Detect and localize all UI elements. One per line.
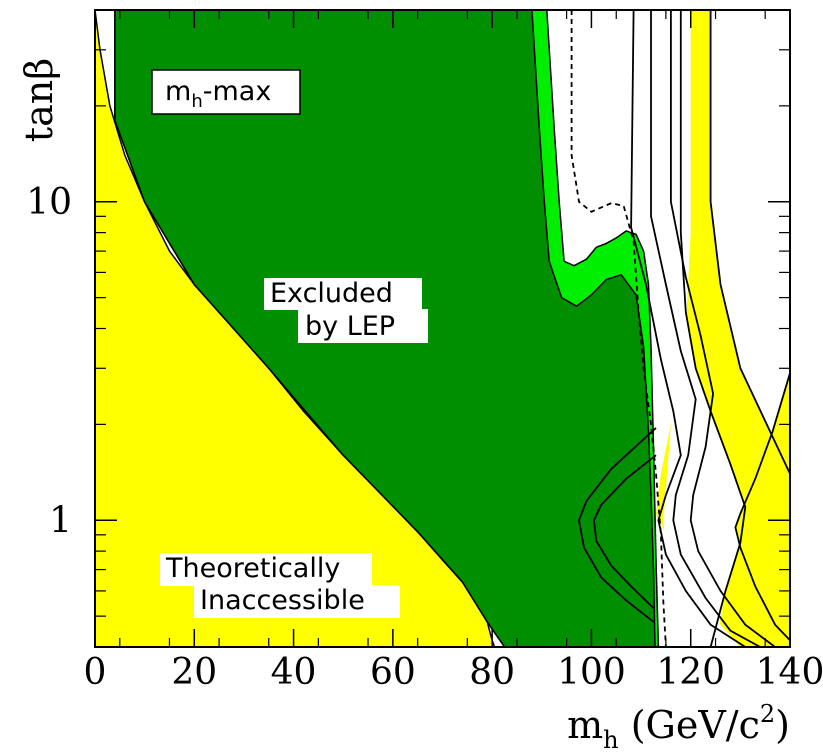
x-tick-label: 80: [469, 652, 515, 693]
contour-line-7: [592, 454, 657, 609]
x-tick-label: 40: [271, 652, 317, 693]
scenario-label-box: [151, 69, 301, 115]
plot-area: [95, 10, 790, 647]
excluded-label-line2: by LEP: [305, 311, 395, 342]
theory-label-box-1: [160, 553, 372, 586]
expected-limit-dashed-line: [570, 10, 667, 647]
theory-label-line2: Inaccessible: [200, 585, 365, 616]
contour-line-2: [709, 10, 790, 475]
x-axis-title: mh (GeV/c2): [567, 700, 790, 753]
y-axis-title: tanβ: [17, 58, 61, 142]
scenario-label: mh-max: [165, 76, 271, 112]
theoretically-inaccessible-region-right: [735, 373, 790, 647]
x-axis-title-sup: 2: [760, 700, 775, 728]
scenario-label-main: m: [165, 76, 191, 107]
scenario-label-sub: h: [191, 91, 202, 112]
y-tick-label: 1: [49, 500, 72, 541]
theory-label-line1: Theoretically: [165, 553, 340, 584]
axis-ticks: 0 20 40 60 80 100 120 140 1 10: [26, 9, 823, 693]
y-tick-label: 10: [26, 182, 72, 223]
contour-line-8: [578, 427, 657, 623]
excluded-label-box-1: [264, 278, 422, 310]
excluded-label-line1: Excluded: [270, 278, 393, 309]
scenario-label-rest: -max: [203, 76, 272, 107]
contour-line-5: [670, 10, 776, 647]
x-axis-title-close: ): [775, 703, 790, 747]
x-tick-label: 0: [84, 652, 107, 693]
contour-line-1: [679, 10, 747, 647]
x-tick-label: 100: [557, 652, 626, 693]
contour-line-3: [630, 10, 746, 647]
x-tick-label: 60: [370, 652, 416, 693]
x-tick-label: 120: [656, 652, 725, 693]
x-axis-title-unit: (GeV/c: [619, 703, 760, 747]
x-axis-title-main: m: [567, 703, 603, 747]
x-tick-label: 20: [171, 652, 217, 693]
theory-label-box-2: [194, 585, 400, 618]
right-white-band: [663, 10, 746, 647]
excluded-label-box-2: [298, 309, 428, 343]
x-axis-title-sub: h: [603, 726, 618, 753]
x-tick-label: 140: [756, 652, 823, 693]
contour-line-6: [734, 372, 790, 641]
contour-line-4: [650, 10, 761, 647]
